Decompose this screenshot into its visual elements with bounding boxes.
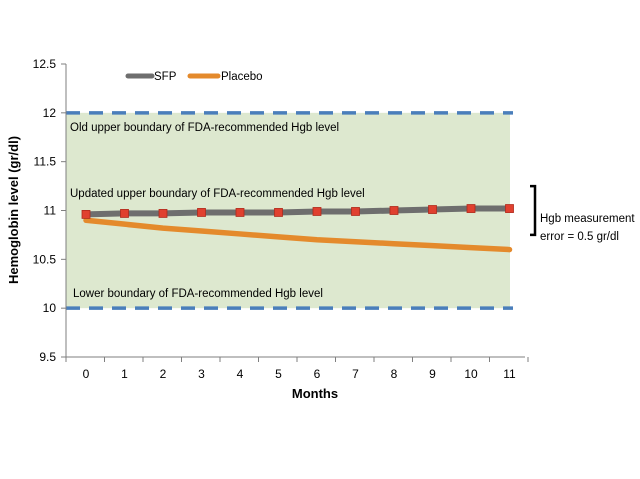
x-tick-label: 11: [503, 367, 516, 381]
annotation-line-2: error = 0.5 gr/dl: [540, 231, 619, 243]
error-bracket: [530, 184, 537, 237]
sfp-point: [466, 204, 476, 213]
sfp-point: [120, 209, 129, 218]
sfp-point: [351, 207, 360, 216]
reference-line-label: Lower boundary of FDA-recommended Hgb le…: [73, 288, 323, 300]
x-tick-label: 0: [83, 367, 90, 381]
x-axis-title: Months: [292, 386, 338, 401]
sfp-point: [81, 210, 91, 219]
y-tick-label: 12: [43, 106, 57, 120]
x-tick-label: 6: [314, 367, 321, 381]
y-tick-label: 10.5: [33, 252, 57, 266]
sfp-point: [158, 209, 168, 218]
x-tick-label: 3: [198, 367, 205, 381]
x-tick-label: 7: [352, 367, 359, 381]
reference-line-label: Updated upper boundary of FDA-recommende…: [70, 188, 365, 200]
series-layer: [81, 204, 514, 253]
x-tick-label: 10: [464, 367, 478, 381]
sfp-point: [312, 207, 322, 216]
y-tick-label: 9.5: [39, 350, 56, 364]
legend-label-placebo: Placebo: [221, 71, 263, 83]
y-axis-title: Hemoglobin level (gr/dl): [6, 136, 21, 284]
series-line-placebo: [83, 217, 513, 253]
measurement-error-annotation: Hgb measurement error = 0.5 gr/dl: [530, 184, 635, 243]
reference-line-label: Old upper boundary of FDA-recommended Hg…: [70, 122, 339, 134]
x-tick-label: 1: [121, 367, 128, 381]
sfp-point: [197, 208, 206, 217]
y-tick-label: 10: [43, 301, 57, 315]
sfp-point: [235, 208, 245, 217]
y-tick-label: 12.5: [33, 57, 57, 71]
annotation-line-1: Hgb measurement: [540, 213, 635, 225]
legend-label-sfp: SFP: [154, 71, 177, 83]
x-tick-label: 9: [429, 367, 436, 381]
x-tick-label: 8: [391, 367, 398, 381]
sfp-point: [389, 206, 399, 215]
sfp-point: [274, 208, 283, 217]
x-tick-label: 2: [160, 367, 167, 381]
x-tick-label: 5: [275, 367, 282, 381]
series-line-sfp: [83, 205, 513, 218]
legend: SFP Placebo: [125, 71, 263, 83]
sfp-point: [428, 205, 437, 214]
labels-layer: Old upper boundary of FDA-recommended Hg…: [70, 122, 365, 300]
y-tick-label: 11: [44, 204, 57, 218]
x-tick-label: 4: [237, 367, 244, 381]
sfp-point: [505, 204, 514, 213]
y-tick-label: 11.5: [34, 155, 57, 169]
